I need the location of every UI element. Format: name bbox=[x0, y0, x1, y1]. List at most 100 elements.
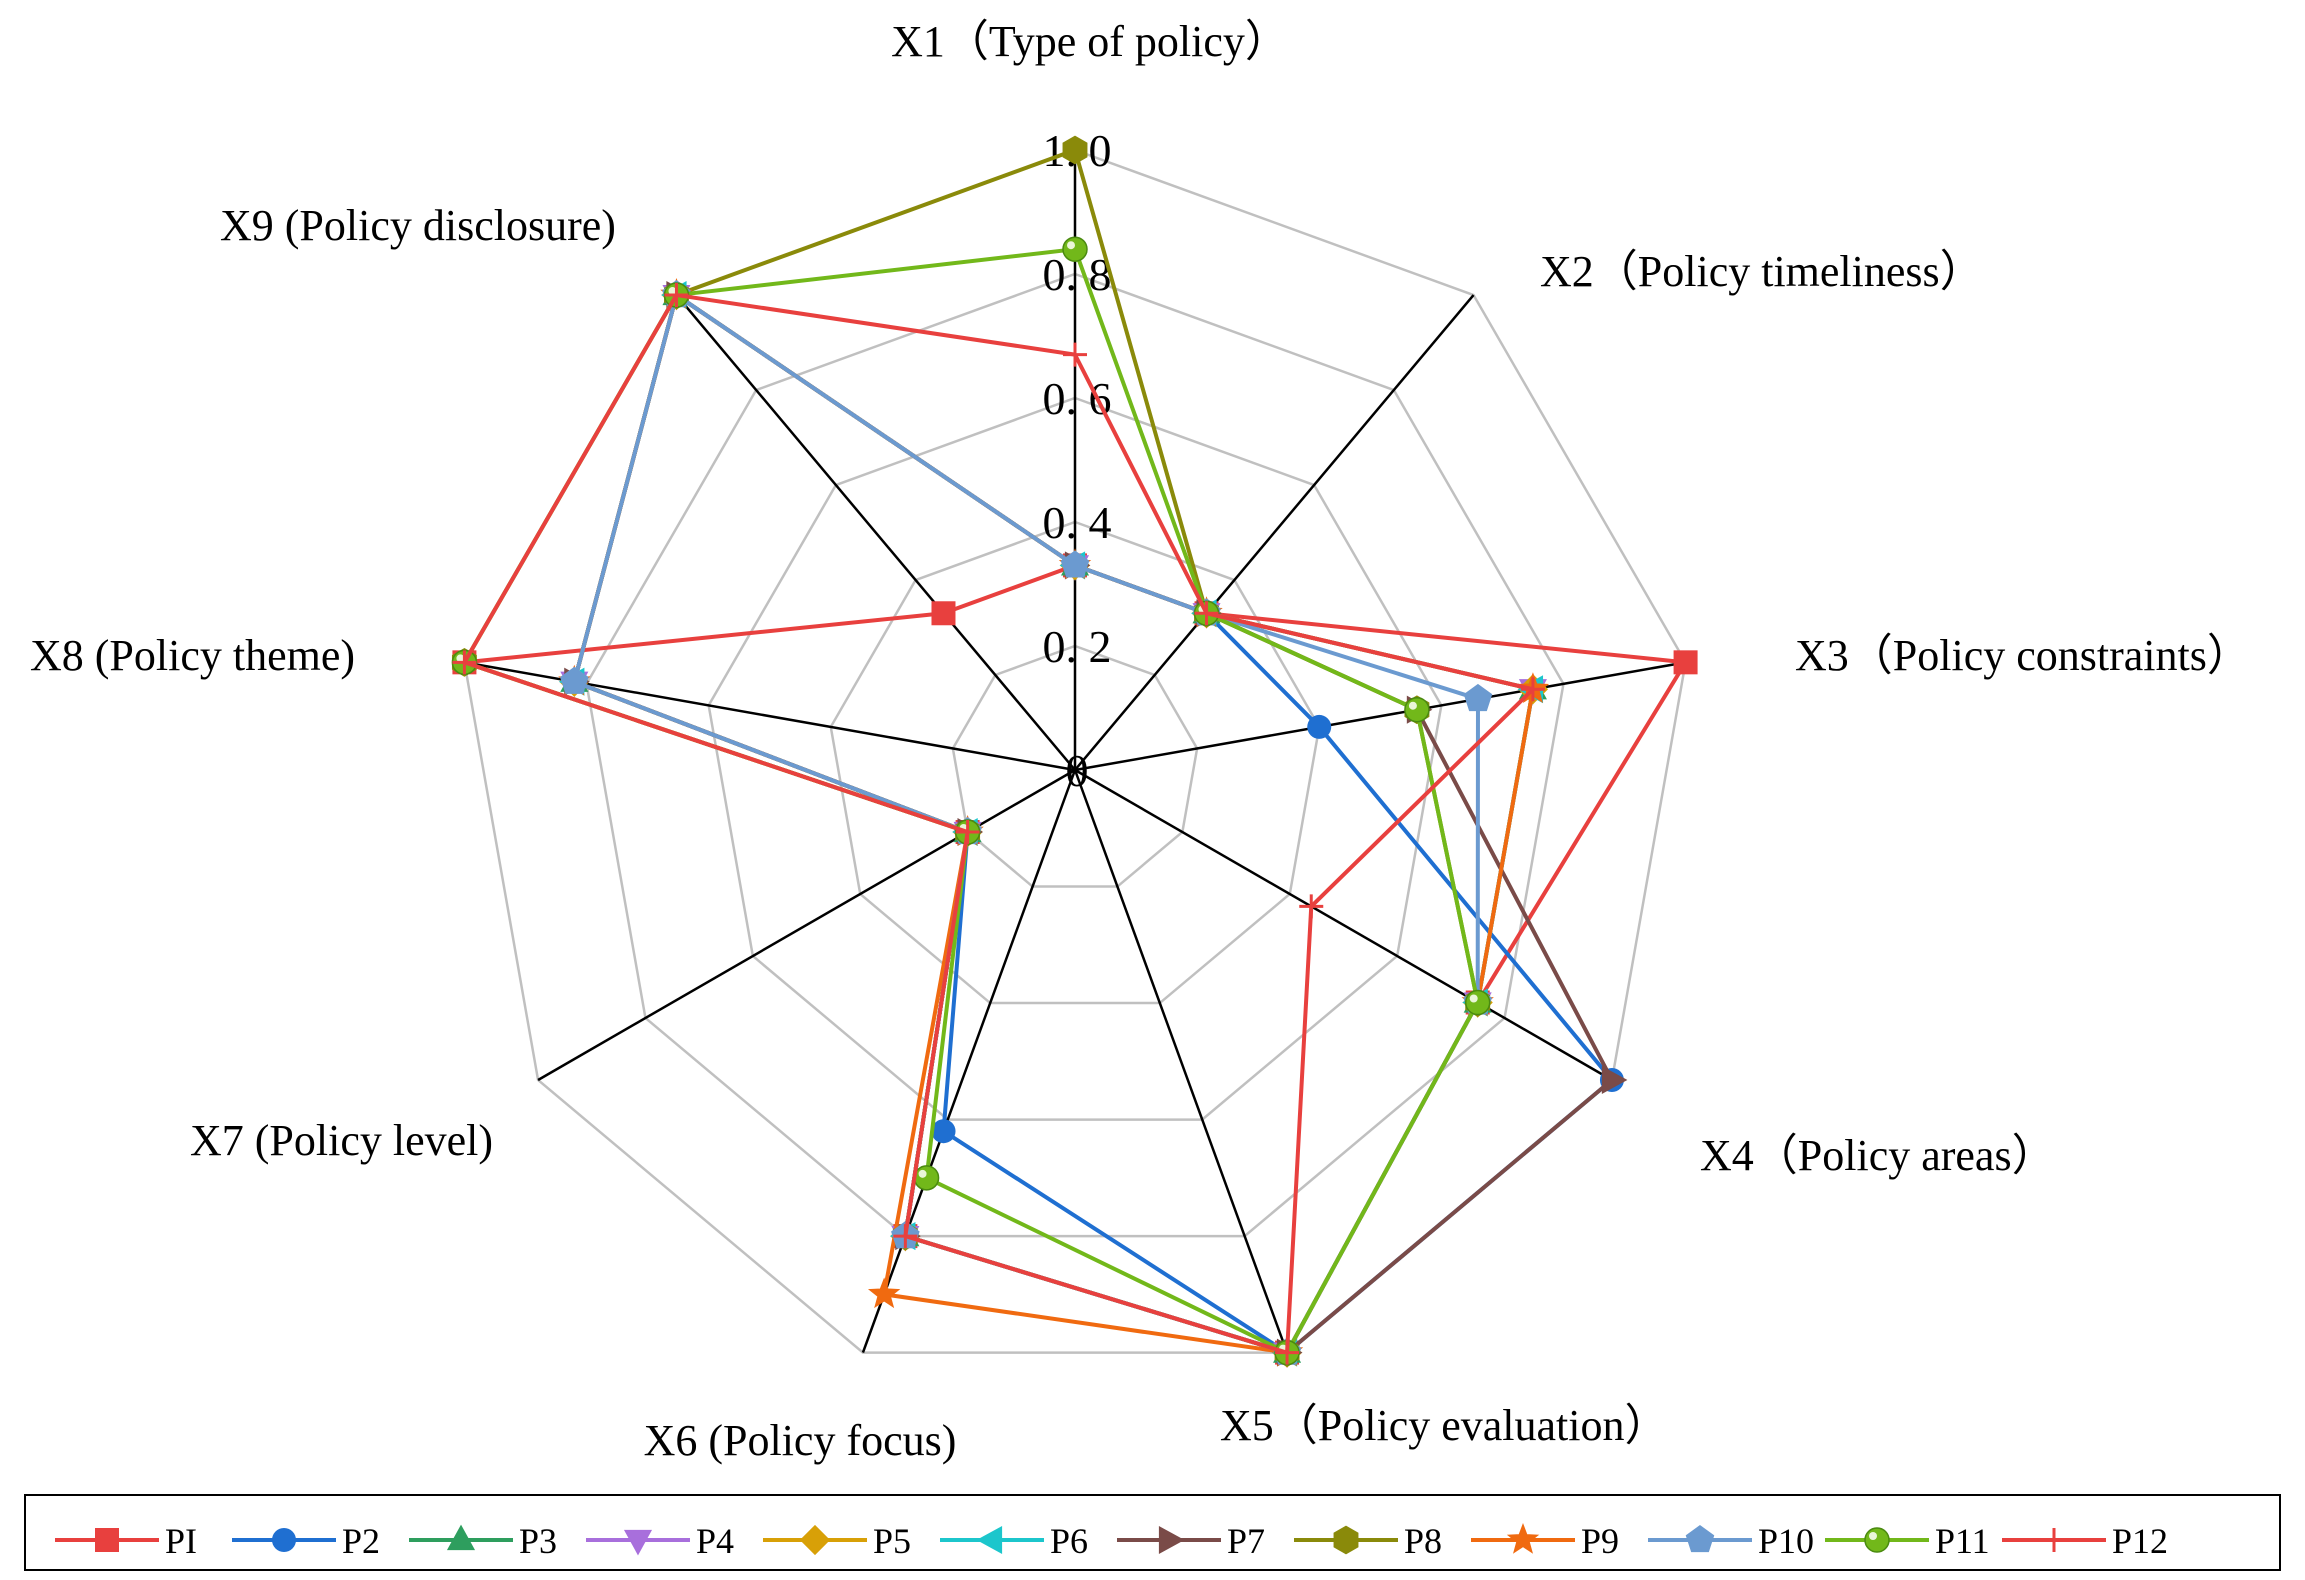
axis-label-x9: X9 (Policy disclosure) bbox=[220, 201, 616, 250]
legend-item-P4: P4 bbox=[586, 1521, 734, 1561]
axis-spoke-x2 bbox=[1074, 294, 1475, 771]
point-P11-x4 bbox=[1464, 989, 1491, 1016]
axis-spoke-x9 bbox=[675, 294, 1076, 771]
legend-item-P10: P10 bbox=[1648, 1521, 1814, 1561]
legend-frame bbox=[24, 1494, 2281, 1571]
point-P11-x4-highlight bbox=[1469, 994, 1478, 1003]
axis-spoke-x8 bbox=[464, 661, 1076, 772]
grid-ring-4 bbox=[585, 272, 1565, 1238]
point-P12-x7 bbox=[955, 820, 980, 844]
axis-label-x3: X3（Policy constraints） bbox=[1795, 631, 2251, 680]
legend-label-P4: P4 bbox=[696, 1521, 734, 1561]
legend-item-P7: P7 bbox=[1117, 1521, 1265, 1561]
legend-label-P9: P9 bbox=[1581, 1521, 1619, 1561]
legend-item-P6: P6 bbox=[940, 1521, 1088, 1561]
legend-marker-P5 bbox=[799, 1524, 831, 1556]
point-P11-x9-highlight bbox=[668, 287, 677, 296]
legend-item-PI: PI bbox=[55, 1521, 197, 1561]
axis-label-x8: X8 (Policy theme) bbox=[30, 631, 355, 680]
axis-spoke-x4 bbox=[1074, 768, 1613, 1082]
point-P11-x8-highlight bbox=[456, 654, 465, 663]
legend-marker-P4 bbox=[623, 1529, 653, 1556]
legend-item-P2: P2 bbox=[232, 1521, 380, 1561]
point-P12-x1 bbox=[1063, 342, 1087, 367]
point-P12-x9 bbox=[664, 283, 689, 308]
point-P12-x2 bbox=[1194, 601, 1219, 626]
axis-spoke-x3 bbox=[1074, 661, 1686, 772]
legend-item-P3: P3 bbox=[409, 1521, 557, 1561]
point-P12-x8 bbox=[452, 650, 477, 675]
point-P9-x6 bbox=[867, 1277, 901, 1309]
axis-spoke-x6 bbox=[861, 769, 1077, 1354]
series-line-P11 bbox=[462, 247, 1480, 1355]
legend-item-P11: P11 bbox=[1825, 1521, 1990, 1561]
legend-marker-P8 bbox=[1333, 1525, 1359, 1555]
point-PI-x3 bbox=[1673, 650, 1698, 675]
legend-marker-P3 bbox=[446, 1524, 476, 1551]
point-P11-x6-highlight bbox=[918, 1169, 927, 1178]
series-P10 bbox=[560, 280, 1493, 1365]
point-PI-x9 bbox=[931, 601, 956, 626]
point-P11-x1 bbox=[1062, 236, 1088, 262]
grid-ring-3 bbox=[707, 396, 1443, 1121]
legend-marker-P10 bbox=[1685, 1524, 1715, 1553]
legend-marker-PI bbox=[95, 1528, 119, 1552]
legend-label-P2: P2 bbox=[342, 1521, 380, 1561]
point-P10-x1 bbox=[1060, 550, 1090, 578]
legend-label-P3: P3 bbox=[519, 1521, 557, 1561]
legend-item-P12: P12 bbox=[2002, 1521, 2168, 1561]
series-line-P12 bbox=[462, 293, 1535, 1355]
axis-labels: X1（Type of policy） X2（Policy timeliness） X… bbox=[30, 17, 2251, 1465]
axis-label-x1: X1（Type of policy） bbox=[891, 17, 1289, 66]
legend-marker-P11 bbox=[1864, 1527, 1890, 1553]
point-P12-x3 bbox=[1520, 677, 1545, 702]
legend-marker-P6 bbox=[976, 1525, 1003, 1555]
series-layer bbox=[451, 135, 1698, 1369]
point-P11-x1-highlight bbox=[1067, 241, 1075, 250]
point-P12-x6 bbox=[893, 1224, 918, 1249]
legend-label-PI: PI bbox=[165, 1521, 197, 1561]
legend-marker-P7 bbox=[1158, 1525, 1185, 1555]
point-P12-x4 bbox=[1299, 894, 1324, 919]
legend-label-P11: P11 bbox=[1935, 1521, 1990, 1561]
legend-item-P8: P8 bbox=[1294, 1521, 1442, 1561]
point-P11-x6 bbox=[913, 1165, 940, 1191]
point-P2-x3 bbox=[1307, 714, 1332, 739]
point-P7-x4 bbox=[1601, 1065, 1628, 1095]
axis-label-x7: X7 (Policy level) bbox=[190, 1116, 493, 1165]
radial-tick-labels: 00. 20. 40. 60. 81. 0 bbox=[1043, 125, 1112, 796]
legend-label-P8: P8 bbox=[1404, 1521, 1442, 1561]
legend-marker-P2 bbox=[272, 1528, 296, 1552]
axis-spoke-x5 bbox=[1073, 769, 1289, 1354]
axis-label-x2: X2（Policy timeliness） bbox=[1540, 247, 1984, 296]
series-line-P10 bbox=[572, 293, 1480, 1355]
legend-marker-P11-highlight bbox=[1869, 1532, 1877, 1540]
legend-marker-P9 bbox=[1506, 1522, 1540, 1554]
axis-label-x6: X6 (Policy focus) bbox=[644, 1416, 957, 1465]
axis-label-x4: X4（Policy areas） bbox=[1700, 1131, 2056, 1180]
point-P10-x3 bbox=[1463, 683, 1493, 712]
tick-label-0: 0 bbox=[1066, 745, 1089, 796]
tick-label-1: 0. 2 bbox=[1043, 621, 1112, 672]
legend-label-P10: P10 bbox=[1758, 1521, 1814, 1561]
grid-ring-1 bbox=[951, 644, 1199, 888]
legend: PI P2 P3 P4 P5 P6 P7 P8 P9 P10 P11 P12 bbox=[24, 1494, 2281, 1571]
point-P8-x1 bbox=[1062, 135, 1088, 165]
legend-label-P7: P7 bbox=[1227, 1521, 1265, 1561]
point-P11-x3 bbox=[1404, 696, 1430, 723]
legend-label-P5: P5 bbox=[873, 1521, 911, 1561]
tick-label-3: 0. 6 bbox=[1043, 373, 1112, 424]
legend-label-P6: P6 bbox=[1050, 1521, 1088, 1561]
axis-spoke-x7 bbox=[537, 768, 1076, 1082]
point-P12-x5 bbox=[1275, 1340, 1300, 1365]
grid-ring-2 bbox=[829, 520, 1321, 1005]
legend-marker-P12 bbox=[2042, 1528, 2066, 1552]
tick-label-2: 0. 4 bbox=[1043, 497, 1112, 548]
axis-label-x5: X5（Policy evaluation） bbox=[1220, 1401, 1669, 1450]
point-P2-x6 bbox=[931, 1119, 956, 1144]
legend-label-P12: P12 bbox=[2112, 1521, 2168, 1561]
point-P11-x3-highlight bbox=[1408, 701, 1417, 710]
legend-item-P9: P9 bbox=[1471, 1521, 1619, 1561]
point-P10-x8 bbox=[560, 666, 589, 694]
